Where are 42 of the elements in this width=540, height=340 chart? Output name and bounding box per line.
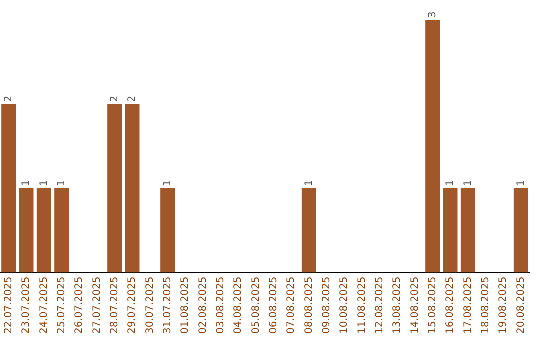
data-label: 1 <box>445 180 456 186</box>
x-tick-label: 01.08.2025 <box>180 276 192 334</box>
data-label: 2 <box>109 96 120 102</box>
x-tick-label: 24.07.2025 <box>38 276 50 334</box>
data-label: 2 <box>3 96 14 102</box>
x-tick-label: 11.08.2025 <box>356 276 368 334</box>
data-label: 1 <box>56 180 68 186</box>
data-label: 3 <box>427 12 438 18</box>
x-tick-label: 15.08.2025 <box>427 276 438 334</box>
x-tick-label: 31.07.2025 <box>162 276 174 334</box>
x-tick-label: 26.07.2025 <box>74 276 86 334</box>
x-tick-label: 03.08.2025 <box>215 276 226 334</box>
x-tick-label: 17.08.2025 <box>462 276 474 334</box>
data-label: 1 <box>38 180 50 186</box>
data-label: 1 <box>21 180 32 186</box>
x-tick-label: 07.08.2025 <box>286 276 298 334</box>
data-label: 1 <box>162 180 174 186</box>
x-tick-label: 02.08.2025 <box>198 276 209 334</box>
data-label: 1 <box>304 180 315 186</box>
x-tick-label: 29.07.2025 <box>127 276 138 334</box>
x-tick-label: 05.08.2025 <box>250 276 262 334</box>
x-tick-label: 30.07.2025 <box>144 276 156 334</box>
x-tick-label: 25.07.2025 <box>56 276 68 334</box>
data-label: 1 <box>462 180 474 186</box>
x-tick-label: 10.08.2025 <box>339 276 350 334</box>
x-tick-label: 18.08.2025 <box>480 276 492 334</box>
x-tick-label: 27.07.2025 <box>92 276 103 334</box>
x-tick-label: 19.08.2025 <box>498 276 510 334</box>
x-tick-label: 09.08.2025 <box>321 276 332 334</box>
x-tick-label: 06.08.2025 <box>268 276 280 334</box>
x-tick-label: 22.07.2025 <box>3 276 14 334</box>
x-tick-label: 12.08.2025 <box>374 276 386 334</box>
x-tick-label: 14.08.2025 <box>410 276 421 334</box>
x-tick-label: 13.08.2025 <box>392 276 404 334</box>
x-tick-label: 04.08.2025 <box>233 276 244 334</box>
x-tick-label: 20.08.2025 <box>516 276 527 334</box>
x-tick-label: 23.07.2025 <box>21 276 32 334</box>
x-tick-label: 08.08.2025 <box>304 276 315 334</box>
data-label: 2 <box>127 96 138 102</box>
x-tick-label: 28.07.2025 <box>109 276 120 334</box>
x-tick-label: 16.08.2025 <box>445 276 456 334</box>
data-label: 1 <box>516 180 527 186</box>
